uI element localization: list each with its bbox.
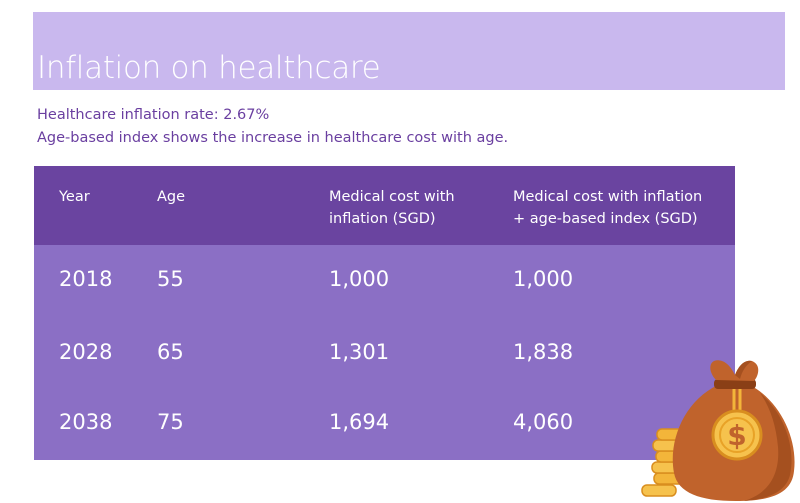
cell-cost-inflation: 1,694 xyxy=(329,410,390,434)
cell-age: 65 xyxy=(157,340,184,364)
inflation-rate-text: Healthcare inflation rate: 2.67% xyxy=(37,107,270,123)
cell-year: 2018 xyxy=(59,267,113,291)
svg-text:$: $ xyxy=(727,419,746,452)
healthcare-cost-table: Year Age Medical cost with inflation (SG… xyxy=(34,166,735,460)
header-medical-cost-inflation-age: Medical cost with inflation + age-based … xyxy=(513,189,703,227)
cell-cost-inflation: 1,301 xyxy=(329,340,390,364)
cell-year: 2038 xyxy=(59,410,113,434)
header-year: Year xyxy=(59,189,90,205)
cell-year: 2028 xyxy=(59,340,113,364)
table-body: 2018 55 1,000 1,000 2028 65 1,301 1,838 … xyxy=(34,245,735,460)
cell-cost-inflation-age: 1,838 xyxy=(513,340,574,364)
header-medical-cost-inflation: Medical cost with inflation (SGD) xyxy=(329,189,455,227)
cell-cost-inflation-age: 1,000 xyxy=(513,267,574,291)
money-bag-icon: $ xyxy=(641,360,795,501)
title-banner xyxy=(33,12,785,90)
cell-age: 75 xyxy=(157,410,184,434)
cell-cost-inflation-age: 4,060 xyxy=(513,410,574,434)
table-header: Year Age Medical cost with inflation (SG… xyxy=(34,166,735,245)
page-title: Inflation on healthcare xyxy=(37,50,381,86)
cell-cost-inflation: 1,000 xyxy=(329,267,390,291)
dollar-sign-icon: $ xyxy=(711,409,763,461)
header-age: Age xyxy=(157,189,186,205)
age-index-note: Age-based index shows the increase in he… xyxy=(37,130,509,146)
cell-age: 55 xyxy=(157,267,184,291)
